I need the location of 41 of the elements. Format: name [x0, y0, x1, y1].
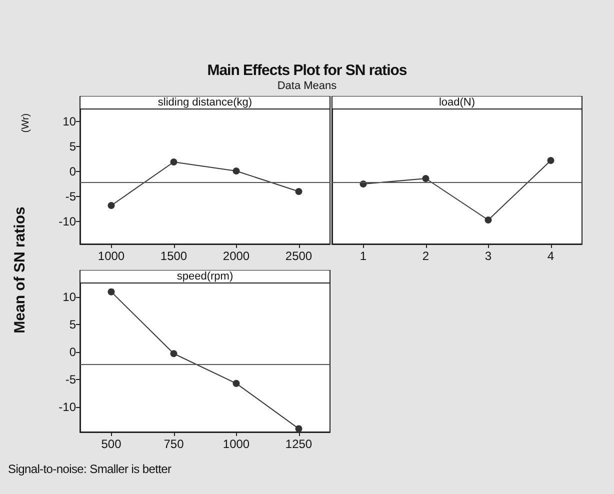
x-tick-label: 3	[484, 249, 492, 263]
x-tick-label: 1500	[160, 249, 188, 263]
point	[170, 350, 178, 358]
y-tick-label: 5	[69, 317, 76, 332]
x-axis-title: sliding distance(kg)	[158, 96, 252, 108]
point	[422, 175, 430, 182]
y-tick-label: 0	[69, 164, 76, 178]
chart-title: Main Effects Plot for SN ratios	[206, 62, 408, 79]
y-tick-label: 10	[62, 290, 76, 304]
x-tick-label: 1000	[98, 249, 125, 263]
x-tick-label: 2500	[285, 249, 312, 263]
y-tick-label: 0	[69, 344, 76, 359]
y-tick-label: 5	[69, 140, 76, 154]
point	[295, 425, 302, 432]
text: (Wr)	[20, 113, 32, 133]
point	[232, 168, 240, 174]
point	[232, 380, 240, 387]
x-tick-label: 500	[101, 437, 122, 451]
point	[108, 202, 115, 209]
point	[547, 157, 554, 164]
x-tick-label: 2	[422, 249, 430, 263]
y-tick-label: -10	[58, 400, 76, 414]
x-axis-title: load(N)	[438, 96, 476, 108]
point	[170, 158, 178, 166]
x-tick-label: 2000	[222, 249, 250, 263]
x-tick-label: 1000	[222, 437, 250, 451]
x-axis-title: speed(rpm)	[176, 270, 234, 282]
chart-subtitle: Data Means	[276, 80, 338, 92]
y-tick-label: -5	[65, 190, 76, 204]
text: Signal-to-noise: Smaller is better	[8, 462, 172, 476]
y-tick-label: 10	[62, 114, 76, 128]
y-tick-label: -5	[65, 372, 76, 387]
point	[295, 188, 302, 195]
y-tick-label: -10	[58, 214, 76, 228]
y-axis-title: Mean of SN ratios	[12, 206, 28, 334]
x-tick-label: 1250	[285, 437, 312, 451]
x-tick-label: 1	[360, 249, 367, 263]
point	[108, 288, 115, 296]
point	[484, 216, 492, 224]
x-tick-label: 4	[547, 249, 554, 263]
x-tick-label: 750	[164, 437, 184, 451]
